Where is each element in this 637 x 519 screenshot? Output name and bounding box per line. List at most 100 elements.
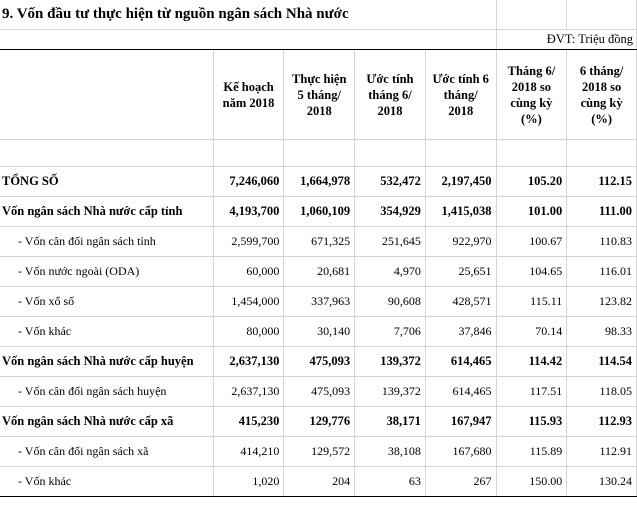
- header-6thang-so-cung-ky: 6 tháng/ 2018 so cùng kỳ (%): [566, 49, 637, 140]
- table-row: Vốn ngân sách Nhà nước cấp huyện 2,637,13…: [0, 346, 637, 377]
- value-cell[interactable]: 118.05: [566, 376, 637, 407]
- value-cell[interactable]: 614,465: [425, 346, 497, 377]
- value-cell[interactable]: 671,325: [283, 226, 356, 257]
- row-label[interactable]: Vốn ngân sách Nhà nước cấp tỉnh: [0, 196, 214, 227]
- table-row: - Vốn cân đối ngân sách xã 414,210 129,572…: [0, 436, 637, 467]
- value-cell[interactable]: 115.93: [496, 406, 568, 437]
- value-cell[interactable]: 63: [354, 466, 426, 497]
- value-cell[interactable]: 129,572: [283, 436, 356, 467]
- table-row: - Vốn cân đối ngân sách tỉnh 2,599,700 671…: [0, 226, 637, 257]
- value-cell[interactable]: 532,472: [354, 166, 426, 197]
- value-cell[interactable]: 101.00: [496, 196, 568, 227]
- empty-cell[interactable]: [283, 139, 356, 167]
- value-cell[interactable]: 167,947: [425, 406, 497, 437]
- value-cell[interactable]: 100.67: [496, 226, 568, 257]
- value-cell[interactable]: 7,246,060: [213, 166, 285, 197]
- value-cell[interactable]: 354,929: [354, 196, 426, 227]
- row-label[interactable]: - Vốn cân đối ngân sách huyện: [0, 376, 214, 407]
- row-label[interactable]: - Vốn nước ngoài (ODA): [0, 256, 214, 287]
- table-row: - Vốn cân đối ngân sách huyện 2,637,130 47…: [0, 376, 637, 407]
- value-cell[interactable]: 428,571: [425, 286, 497, 317]
- row-label[interactable]: - Vốn cân đối ngân sách xã: [0, 436, 214, 467]
- table-title: 9. Vốn đầu tư thực hiện từ nguồn ngân sá…: [0, 0, 497, 30]
- value-cell[interactable]: 115.89: [496, 436, 568, 467]
- value-cell[interactable]: 204: [283, 466, 356, 497]
- row-label[interactable]: - Vốn khác: [0, 316, 214, 347]
- value-cell[interactable]: 110.83: [566, 226, 637, 257]
- value-cell[interactable]: 2,599,700: [213, 226, 285, 257]
- empty-cell[interactable]: [496, 0, 568, 30]
- value-cell[interactable]: 1,415,038: [425, 196, 497, 227]
- value-cell[interactable]: 112.93: [566, 406, 637, 437]
- value-cell[interactable]: 337,963: [283, 286, 356, 317]
- value-cell[interactable]: 267: [425, 466, 497, 497]
- value-cell[interactable]: 115.11: [496, 286, 568, 317]
- value-cell[interactable]: 614,465: [425, 376, 497, 407]
- value-cell[interactable]: 922,970: [425, 226, 497, 257]
- value-cell[interactable]: 139,372: [354, 346, 426, 377]
- empty-cell[interactable]: [566, 0, 637, 30]
- value-cell[interactable]: 123.82: [566, 286, 637, 317]
- value-cell[interactable]: 38,171: [354, 406, 426, 437]
- value-cell[interactable]: 30,140: [283, 316, 356, 347]
- value-cell[interactable]: 130.24: [566, 466, 637, 497]
- investment-table: 9. Vốn đầu tư thực hiện từ nguồn ngân sá…: [0, 0, 637, 497]
- table-row: - Vốn khác 1,020 204 63 267 150.00 130.24: [0, 466, 637, 497]
- empty-cell[interactable]: [354, 139, 426, 167]
- value-cell[interactable]: 414,210: [213, 436, 285, 467]
- value-cell[interactable]: 475,093: [283, 376, 356, 407]
- value-cell[interactable]: 150.00: [496, 466, 568, 497]
- value-cell[interactable]: 1,664,978: [283, 166, 356, 197]
- value-cell[interactable]: 60,000: [213, 256, 285, 287]
- value-cell[interactable]: 1,060,109: [283, 196, 356, 227]
- value-cell[interactable]: 111.00: [566, 196, 637, 227]
- value-cell[interactable]: 112.15: [566, 166, 637, 197]
- value-cell[interactable]: 4,193,700: [213, 196, 285, 227]
- value-cell[interactable]: 2,637,130: [213, 346, 285, 377]
- row-label[interactable]: Vốn ngân sách Nhà nước cấp huyện: [0, 346, 214, 377]
- value-cell[interactable]: 2,637,130: [213, 376, 285, 407]
- value-cell[interactable]: 90,608: [354, 286, 426, 317]
- value-cell[interactable]: 70.14: [496, 316, 568, 347]
- value-cell[interactable]: 80,000: [213, 316, 285, 347]
- value-cell[interactable]: 105.20: [496, 166, 568, 197]
- header-uoc-tinh-thang: Ước tính tháng 6/ 2018: [354, 49, 426, 140]
- value-cell[interactable]: 129,776: [283, 406, 356, 437]
- row-label[interactable]: - Vốn khác: [0, 466, 214, 497]
- row-label[interactable]: - Vốn xổ số: [0, 286, 214, 317]
- value-cell[interactable]: 139,372: [354, 376, 426, 407]
- value-cell[interactable]: 112.91: [566, 436, 637, 467]
- value-cell[interactable]: 38,108: [354, 436, 426, 467]
- value-cell[interactable]: 4,970: [354, 256, 426, 287]
- value-cell[interactable]: 37,846: [425, 316, 497, 347]
- empty-cell[interactable]: [0, 139, 214, 167]
- value-cell[interactable]: 116.01: [566, 256, 637, 287]
- row-label[interactable]: - Vốn cân đối ngân sách tỉnh: [0, 226, 214, 257]
- empty-cell[interactable]: [0, 29, 497, 50]
- value-cell[interactable]: 1,020: [213, 466, 285, 497]
- header-uoc-tinh-6-thang: Ước tính 6 tháng/ 2018: [425, 49, 497, 140]
- value-cell[interactable]: 117.51: [496, 376, 568, 407]
- header-blank[interactable]: [0, 49, 214, 140]
- value-cell[interactable]: 98.33: [566, 316, 637, 347]
- value-cell[interactable]: 114.42: [496, 346, 568, 377]
- empty-cell[interactable]: [566, 139, 637, 167]
- value-cell[interactable]: 114.54: [566, 346, 637, 377]
- value-cell[interactable]: 475,093: [283, 346, 356, 377]
- value-cell[interactable]: 167,680: [425, 436, 497, 467]
- empty-cell[interactable]: [425, 139, 497, 167]
- empty-cell[interactable]: [496, 139, 568, 167]
- row-label[interactable]: TỔNG SỐ: [0, 166, 214, 197]
- value-cell[interactable]: 25,651: [425, 256, 497, 287]
- value-cell[interactable]: 2,197,450: [425, 166, 497, 197]
- value-cell[interactable]: 104.65: [496, 256, 568, 287]
- value-cell[interactable]: 7,706: [354, 316, 426, 347]
- value-cell[interactable]: 251,645: [354, 226, 426, 257]
- empty-cell[interactable]: [213, 139, 285, 167]
- value-cell[interactable]: 20,681: [283, 256, 356, 287]
- value-cell[interactable]: 415,230: [213, 406, 285, 437]
- value-cell[interactable]: 1,454,000: [213, 286, 285, 317]
- table-row: - Vốn nước ngoài (ODA) 60,000 20,681 4,970 2…: [0, 256, 637, 287]
- row-label[interactable]: Vốn ngân sách Nhà nước cấp xã: [0, 406, 214, 437]
